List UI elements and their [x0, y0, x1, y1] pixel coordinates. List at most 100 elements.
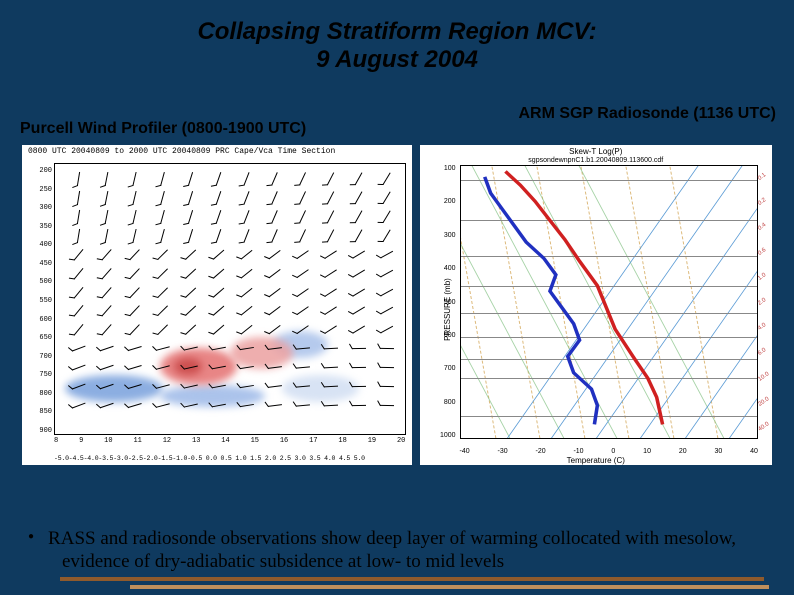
wind-barb — [71, 209, 87, 225]
wind-barb — [99, 340, 117, 358]
wind-barb — [321, 264, 340, 283]
wind-barb — [125, 320, 145, 340]
wind-barb — [324, 399, 339, 414]
wind-barb — [321, 302, 340, 321]
wind-barb — [293, 245, 312, 264]
wind-barb — [265, 245, 285, 265]
wind-barb — [210, 227, 228, 245]
bullet-item: RASS and radiosonde observations show de… — [40, 527, 764, 573]
wind-barb — [155, 170, 172, 187]
skewt-filename: sgpsondewnpnC1.b1.20040809.113600.cdf — [420, 157, 772, 164]
wind-barb — [70, 320, 90, 340]
wind-barb — [70, 264, 90, 284]
skewt-mixing-ratio-scale: 0.10.20.40.61.02.04.06.010.020.040.0 — [758, 165, 770, 439]
wind-barb — [239, 360, 255, 376]
wind-barb — [265, 264, 285, 284]
wind-barb — [127, 208, 144, 225]
wind-barb — [209, 245, 229, 265]
wind-barb — [70, 245, 90, 265]
wind-barb — [267, 398, 283, 414]
wind-barb — [265, 283, 285, 303]
wind-barb — [321, 283, 340, 302]
wind-barb — [181, 264, 201, 284]
wind-barb — [238, 227, 256, 245]
skewt-plot-area — [460, 165, 758, 439]
wind-barb — [238, 208, 256, 226]
wind-barb — [238, 170, 256, 188]
wind-barb — [377, 169, 396, 188]
wind-barb — [210, 208, 228, 226]
wind-barb — [153, 301, 173, 321]
wind-barb — [350, 245, 369, 264]
wind-barb — [296, 379, 311, 394]
wind-barb — [127, 340, 144, 357]
wind-barb — [352, 342, 366, 356]
left-chart-caption: Purcell Wind Profiler (0800-1900 UTC) — [20, 120, 306, 138]
wind-barb — [350, 283, 369, 302]
wind-barb — [98, 264, 118, 284]
wind-barb — [266, 189, 284, 207]
wind-barb — [352, 399, 366, 413]
wind-barb — [71, 171, 87, 187]
title-line2: 9 August 2004 — [0, 46, 794, 74]
wind-barb — [350, 264, 369, 283]
wind-profiler-chart: 0800 UTC 20040809 to 2000 UTC 20040809 P… — [22, 145, 412, 465]
wind-barb — [99, 171, 115, 187]
wind-barb — [322, 170, 341, 189]
wind-barb — [153, 245, 173, 265]
wind-barb — [350, 302, 369, 321]
wind-barb — [98, 245, 118, 265]
wind-barb — [378, 321, 397, 340]
wind-barb — [125, 264, 145, 284]
wind-barb — [378, 245, 397, 264]
wind-barb — [350, 188, 369, 207]
wind-barb — [380, 342, 394, 356]
wind-barb — [237, 302, 257, 322]
skewt-title: Skew-T Log(P) — [420, 147, 772, 156]
profiler-small-title: 0800 UTC 20040809 to 2000 UTC 20040809 P… — [28, 147, 335, 156]
profiler-plot-area — [54, 163, 406, 435]
wind-barb — [210, 170, 228, 188]
wind-barb — [211, 341, 227, 357]
wind-barb — [324, 361, 339, 376]
profiler-x-axis: 891011121314151617181920 — [54, 437, 406, 451]
wind-barb — [125, 283, 145, 303]
wind-barb — [377, 188, 396, 207]
wind-barb — [238, 189, 256, 207]
wind-barb — [322, 207, 341, 226]
wind-barb — [380, 380, 394, 394]
slide-title: Collapsing Stratiform Region MCV: 9 Augu… — [0, 0, 794, 73]
wind-barb — [293, 264, 312, 283]
wind-barb — [296, 342, 311, 357]
wind-barb — [293, 302, 312, 321]
wind-barb — [70, 302, 90, 322]
wind-barb — [155, 189, 172, 206]
wind-barb — [127, 397, 144, 414]
wind-barb — [294, 170, 313, 189]
wind-barb — [98, 283, 118, 303]
wind-barb — [155, 208, 172, 225]
wind-barb — [293, 283, 312, 302]
wind-barb — [237, 264, 257, 284]
wind-barb — [181, 301, 201, 321]
wind-barb — [125, 245, 145, 265]
wind-barb — [377, 226, 396, 245]
wind-barb — [70, 283, 90, 303]
wind-barb — [350, 321, 369, 340]
wind-barb — [98, 320, 118, 340]
footer-rule — [60, 577, 764, 581]
wind-barb — [296, 361, 311, 376]
wind-barb — [237, 245, 257, 265]
wind-barb — [153, 264, 173, 284]
bullet-text: RASS and radiosonde observations show de… — [40, 527, 764, 573]
wind-barb — [99, 228, 115, 244]
skewt-x-label: Temperature (C) — [420, 456, 772, 465]
wind-barb — [211, 379, 227, 395]
skewt-traces — [461, 166, 757, 438]
wind-barb — [209, 264, 229, 284]
wind-barb — [377, 207, 396, 226]
wind-barb — [127, 359, 144, 376]
wind-barb — [294, 226, 313, 245]
wind-barb — [210, 189, 228, 207]
wind-barb — [211, 360, 227, 376]
